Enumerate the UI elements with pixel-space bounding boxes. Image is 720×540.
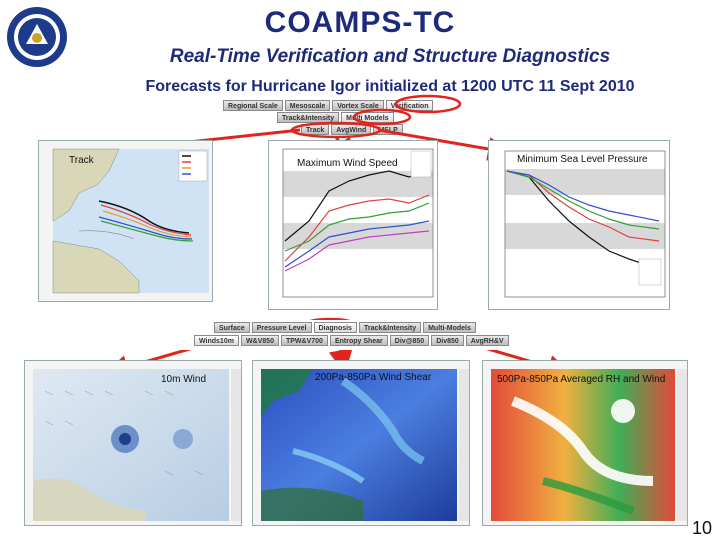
rh-label: 500Pa-850Pa Averaged RH and Wind bbox=[497, 374, 666, 385]
tab-diagnosis[interactable]: Diagnosis bbox=[313, 321, 357, 333]
tab-tpw-v700[interactable]: TPW&V700 bbox=[280, 334, 328, 346]
page-subtitle: Real-Time Verification and Structure Dia… bbox=[169, 46, 611, 67]
tab-multi-models-2[interactable]: Multi-Models bbox=[423, 321, 476, 333]
highlight-verification-oval bbox=[394, 94, 462, 114]
max-wind-label: Maximum Wind Speed bbox=[297, 158, 398, 169]
track-label: Track bbox=[69, 155, 94, 166]
shear-panel: 200Pa-850Pa Wind Shear bbox=[252, 360, 470, 526]
mslp-label: Minimum Sea Level Pressure bbox=[517, 154, 648, 165]
rh-map bbox=[491, 369, 687, 521]
tab-avgrh-v[interactable]: AvgRH&V bbox=[465, 334, 509, 346]
tab-regional-scale[interactable]: Regional Scale bbox=[223, 99, 283, 111]
tab-vortex-scale[interactable]: Vortex Scale bbox=[332, 99, 384, 111]
tab-track-intensity-2[interactable]: Track&Intensity bbox=[358, 321, 422, 333]
track-panel: Track bbox=[38, 140, 213, 302]
tab-entropy-shear[interactable]: Entropy Shear bbox=[329, 334, 388, 346]
mslp-plot bbox=[504, 150, 666, 298]
track-map bbox=[52, 148, 209, 294]
tab-pressure-level[interactable]: Pressure Level bbox=[251, 321, 312, 333]
tab-div-at-850[interactable]: Div@850 bbox=[389, 334, 430, 346]
tab-winds10m[interactable]: Winds10m bbox=[194, 334, 239, 346]
tab-div850[interactable]: Div850 bbox=[431, 334, 464, 346]
shear-label: 200Pa-850Pa Wind Shear bbox=[315, 372, 432, 383]
tab-mesoscale[interactable]: Mesoscale bbox=[284, 99, 331, 111]
rh-panel: 500Pa-850Pa Averaged RH and Wind bbox=[482, 360, 688, 526]
top-nav: Regional Scale Mesoscale Vortex Scale Ve… bbox=[205, 98, 465, 136]
tab-track-intensity[interactable]: Track&Intensity bbox=[277, 111, 340, 123]
bottom-nav: Surface Pressure Level Diagnosis Track&I… bbox=[180, 320, 560, 350]
arrow-to-mslp bbox=[377, 128, 512, 161]
page-number: 10 bbox=[691, 518, 712, 538]
wind10m-map bbox=[33, 369, 241, 521]
forecast-caption: Forecasts for Hurricane Igor initialized… bbox=[145, 78, 635, 95]
highlight-multi-models-oval bbox=[352, 108, 412, 126]
nrl-seal-logo bbox=[6, 6, 68, 68]
wind10m-label: 10m Wind bbox=[161, 374, 207, 385]
shear-map bbox=[261, 369, 469, 521]
highlight-track-tabs-oval bbox=[290, 121, 382, 139]
max-wind-plot bbox=[282, 148, 434, 298]
page-title: COAMPS-TC bbox=[264, 6, 456, 39]
mslp-panel: Minimum Sea Level Pressure bbox=[488, 140, 670, 310]
max-wind-panel: Maximum Wind Speed bbox=[268, 140, 438, 310]
tab-surface[interactable]: Surface bbox=[214, 321, 250, 333]
wind10m-panel: 10m Wind bbox=[24, 360, 242, 526]
tab-w-v850[interactable]: W&V850 bbox=[240, 334, 279, 346]
